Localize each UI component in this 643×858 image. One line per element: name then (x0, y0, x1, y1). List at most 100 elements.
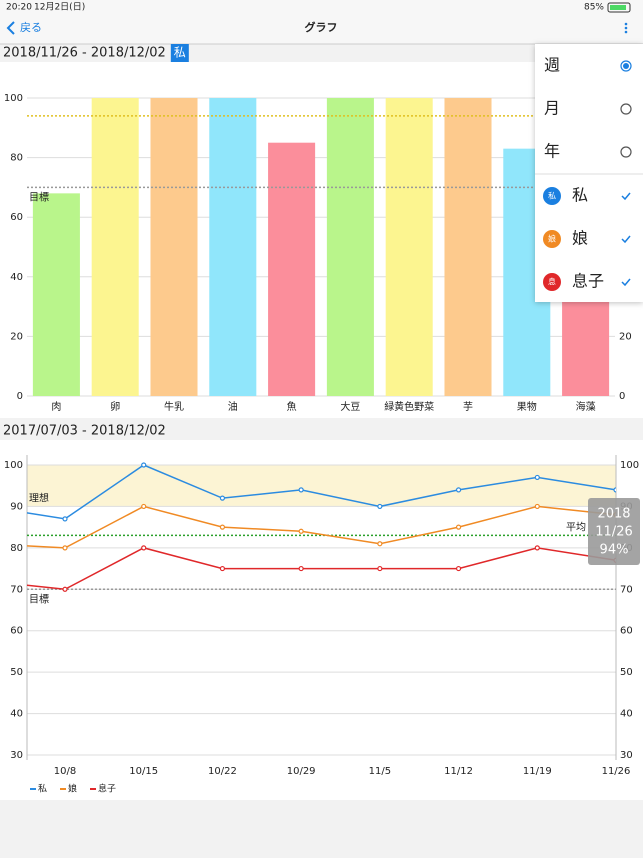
legend-label: 私 (38, 784, 47, 795)
back-chevron[interactable] (6, 21, 15, 35)
point (219, 495, 226, 501)
point (455, 565, 462, 572)
badge (170, 44, 189, 62)
x-tick-label: 11/12 (444, 766, 473, 777)
x-tick-label: 11/19 (523, 766, 552, 777)
y2-tick-label: 0 (619, 391, 625, 402)
x-tick-label: 油 (228, 400, 238, 413)
goal-label: 目標 (29, 190, 49, 203)
person-icon (543, 230, 561, 248)
status-date: 12月2日(日) (34, 2, 85, 13)
tooltip-text: 11/26 (595, 525, 632, 540)
goal-label: 目標 (29, 592, 49, 605)
radio (620, 146, 632, 158)
ideal-label: 理想 (29, 491, 49, 504)
y-tick-label: 50 (10, 667, 23, 678)
back-button[interactable]: 戻る (20, 21, 42, 34)
x-tick-label: 卵 (110, 401, 120, 413)
y-tick-label: 70 (10, 584, 23, 595)
ideal-band (27, 465, 616, 507)
y2-tick-label: 50 (620, 667, 633, 678)
y-tick-label: 100 (4, 93, 23, 104)
point (377, 541, 383, 547)
battery-level (610, 5, 626, 10)
person-option[interactable]: 息子 (572, 272, 604, 291)
point (455, 524, 462, 530)
y-tick-label: 40 (10, 709, 23, 720)
x-tick-label: 肉 (51, 400, 61, 413)
person-icon-text: 息 (548, 277, 556, 287)
checkmark (621, 235, 631, 244)
status-time: 20:20 (6, 3, 32, 13)
y-tick-label: 80 (10, 153, 23, 164)
person-option[interactable]: 娘 (572, 229, 588, 248)
radio (620, 103, 632, 115)
checkmark (621, 192, 631, 201)
y-tick-label: 60 (10, 626, 23, 637)
bar (385, 98, 433, 396)
x-tick-label: 海藻 (576, 400, 596, 413)
nav-title: グラフ (305, 20, 338, 34)
x-tick-label: 果物 (517, 400, 537, 413)
x-tick-label: 10/15 (129, 766, 158, 777)
badge-text: 私 (174, 46, 186, 60)
battery-icon (607, 2, 631, 13)
x-tick-label: 11/26 (602, 766, 631, 777)
point (377, 503, 383, 510)
point (141, 545, 147, 551)
y2-tick-label: 40 (620, 709, 633, 720)
bar (150, 98, 198, 396)
x-tick-label: 10/22 (208, 766, 237, 777)
x-tick-label: 魚 (287, 400, 297, 413)
y2-tick-label: 30 (620, 750, 633, 761)
chart-title: 2018/11/26 - 2018/12/02 (3, 46, 166, 61)
y-tick-label: 20 (10, 331, 23, 342)
point (62, 545, 68, 551)
person-icon (543, 187, 561, 205)
point (534, 474, 540, 481)
period-option[interactable]: 月 (544, 99, 560, 118)
y2-tick-label: 20 (619, 331, 632, 342)
point (534, 503, 540, 510)
person-option[interactable]: 私 (572, 186, 588, 205)
more-button[interactable] (624, 22, 628, 34)
point (62, 516, 68, 522)
y-tick-label: 60 (10, 212, 23, 223)
y-tick-label: 100 (4, 460, 23, 471)
y2-tick-label: 70 (620, 584, 633, 595)
radio-dot (623, 63, 629, 69)
x-tick-label: 芋 (463, 401, 473, 413)
bar (32, 193, 80, 396)
tooltip (588, 498, 640, 565)
chart-title: 2017/07/03 - 2018/12/02 (3, 424, 166, 439)
y-tick-label: 30 (10, 750, 23, 761)
point (377, 565, 383, 572)
point (62, 586, 68, 592)
point (613, 487, 616, 493)
point (298, 565, 304, 572)
tooltip-text: 94% (600, 543, 629, 558)
point (298, 487, 304, 493)
average-label: 平均 (566, 521, 586, 533)
y-tick-label: 40 (10, 272, 23, 283)
point (141, 503, 147, 510)
person-icon (543, 273, 561, 291)
menu-background (535, 44, 643, 302)
point (298, 528, 304, 534)
legend-label: 息子 (98, 783, 116, 795)
battery-text: 85% (584, 3, 604, 13)
bar (326, 98, 374, 396)
point (534, 545, 540, 551)
period-option[interactable]: 年 (544, 142, 560, 161)
x-tick-label: 10/8 (54, 766, 76, 777)
bar (268, 142, 316, 396)
x-tick-label: 牛乳 (164, 400, 184, 413)
point (219, 565, 226, 572)
point (141, 462, 147, 468)
nav-background (0, 0, 643, 44)
point (455, 487, 462, 493)
period-option[interactable]: 週 (544, 56, 560, 75)
y2-tick-label: 100 (620, 460, 639, 471)
